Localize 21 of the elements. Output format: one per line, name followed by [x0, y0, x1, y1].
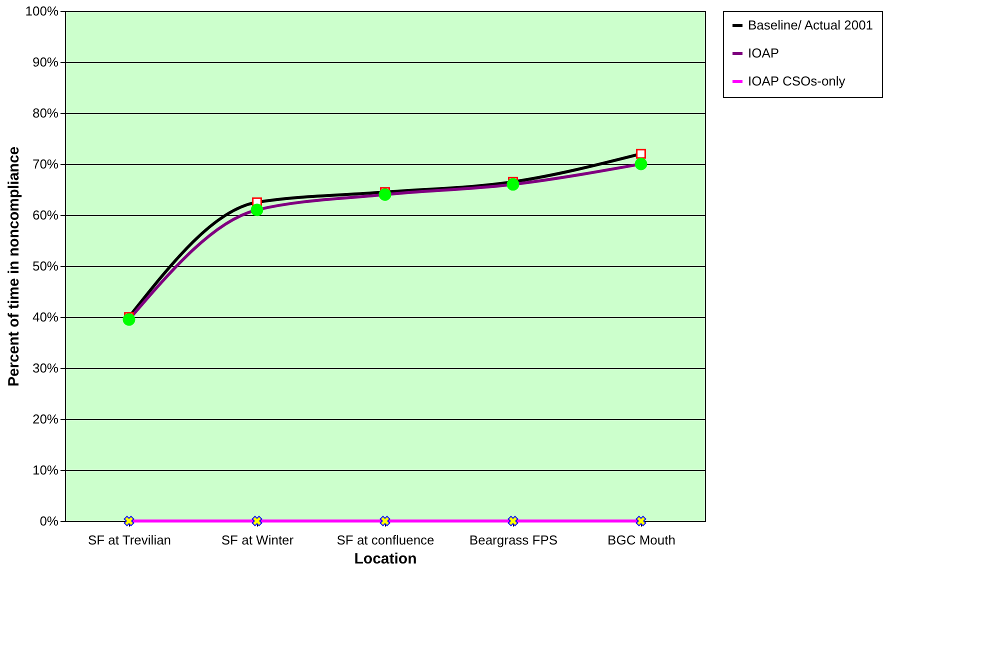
x-tick-label: BGC Mouth	[608, 532, 676, 548]
y-tick-label: 90%	[32, 54, 59, 70]
legend-label: Baseline/ Actual 2001	[748, 18, 874, 32]
x-axis-title: Location	[354, 550, 417, 568]
y-tick-label: 40%	[32, 310, 59, 324]
y-tick-label: 0%	[40, 514, 59, 528]
x-tick-label: SF at Trevilian	[88, 532, 172, 548]
y-tick-label: 60%	[32, 208, 59, 222]
legend-label: IOAP	[748, 46, 780, 60]
x-tick-label: SF at Winter	[221, 532, 294, 548]
y-tick-label: 70%	[32, 156, 59, 172]
y-axis-title: Percent of time in noncompliance	[5, 146, 22, 387]
y-tick-label: 50%	[32, 258, 59, 274]
y-tick-label: 100%	[25, 4, 59, 18]
y-tick-label: 20%	[32, 412, 59, 426]
x-tick-label: SF at confluence	[336, 532, 434, 548]
y-tick-label: 30%	[32, 360, 59, 376]
x-tick-label: Beargrass FPS	[469, 532, 558, 548]
y-tick-label: 10%	[32, 462, 59, 478]
legend-label: IOAP CSOs-only	[748, 74, 846, 88]
y-tick-label: 80%	[32, 106, 59, 120]
